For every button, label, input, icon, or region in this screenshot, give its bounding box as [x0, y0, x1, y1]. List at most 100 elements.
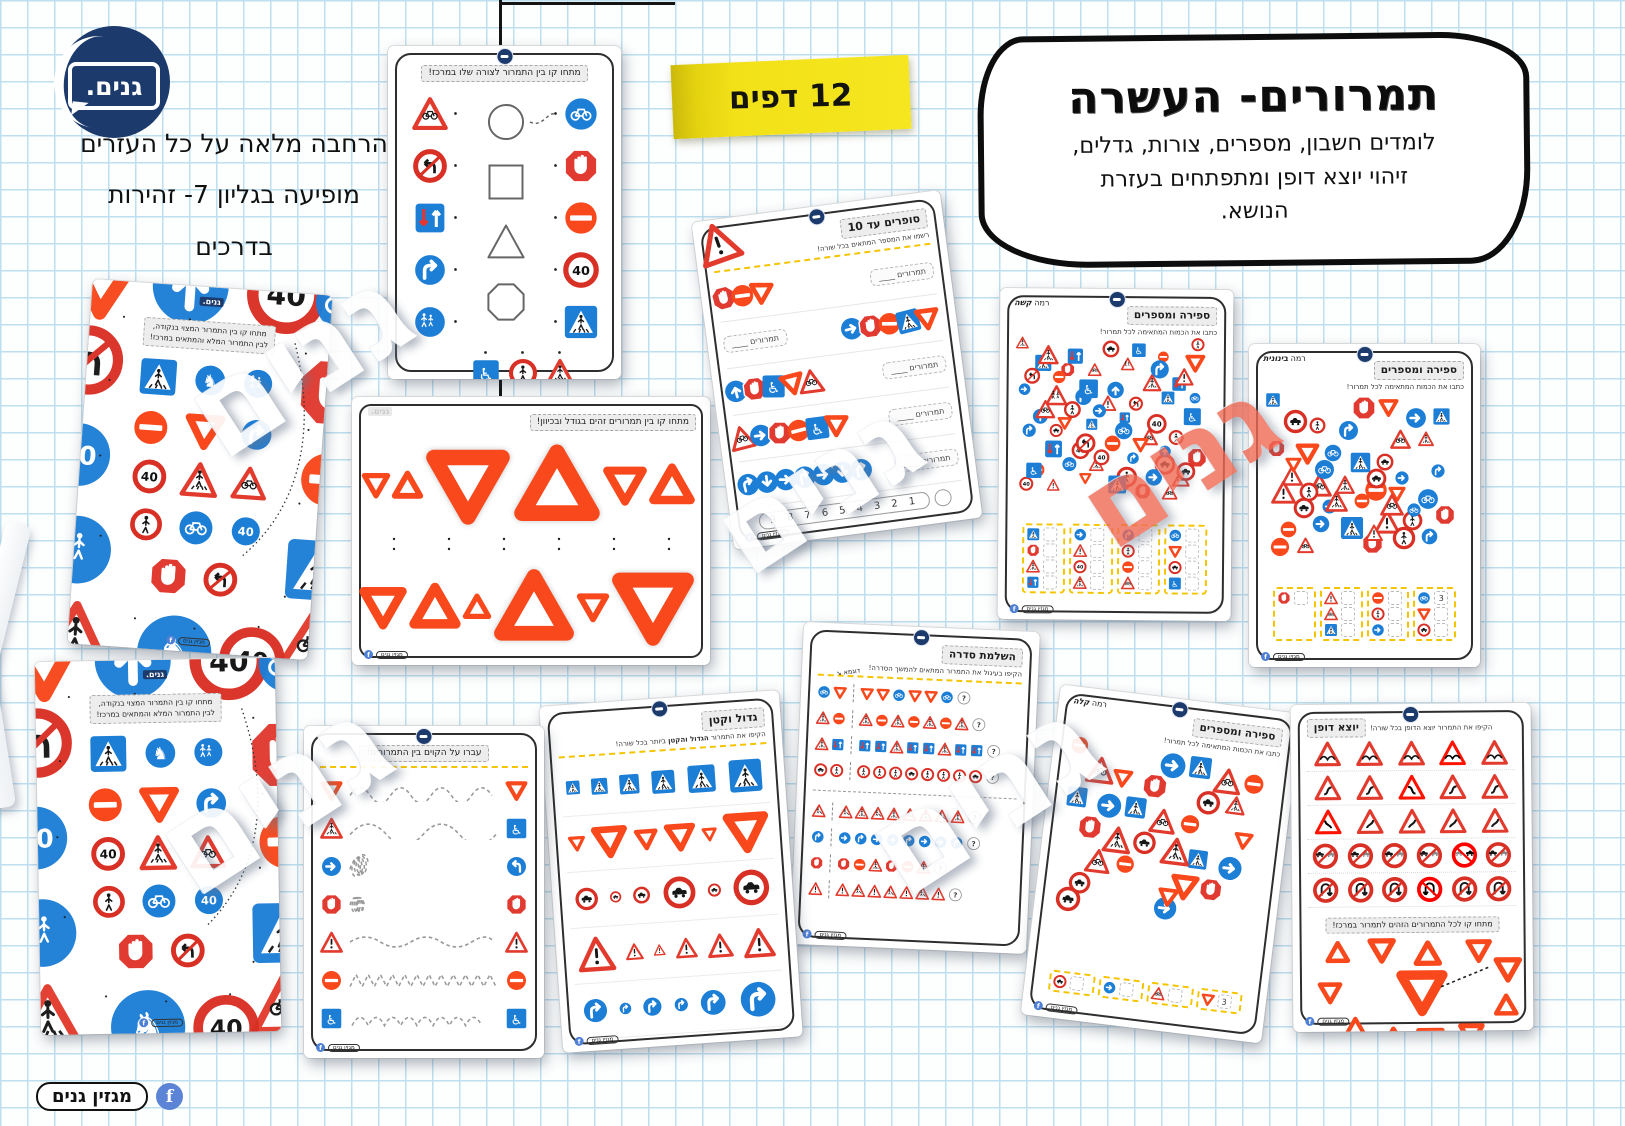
speed40-sign-icon: 40 — [130, 457, 168, 495]
dot-sign-icon — [610, 545, 618, 553]
no-entry-sign-icon — [1113, 853, 1136, 876]
worksheet-big-small: גדול וקטן הקיפו את התמרור הגדול והקטן בי… — [539, 690, 803, 1053]
answer-column: 3 — [1195, 987, 1243, 1015]
two-way-sign-icon — [905, 741, 920, 756]
yield-sign-icon — [1388, 485, 1406, 503]
warn-excl-sign-icon — [1271, 480, 1296, 505]
ped-circle-sign-icon — [128, 506, 164, 542]
arrow-right-sign-icon — [917, 834, 932, 849]
dot-sign-icon — [500, 535, 508, 543]
stop-hand-sign-icon — [146, 553, 191, 598]
warn-bumps-sign-icon — [1314, 741, 1342, 768]
turn-right-sign-icon — [1430, 463, 1446, 479]
no-entry-sign-icon — [876, 310, 902, 336]
turn-right-sign-icon — [810, 830, 825, 845]
bike-blue-sign-icon — [817, 685, 832, 700]
example-divider — [828, 880, 830, 899]
answer-box — [1043, 543, 1058, 558]
dot-sign-icon — [555, 348, 564, 357]
mini-logo: גנים. — [142, 669, 168, 680]
crosswalk-sign-icon — [1122, 794, 1149, 821]
warn-works-sign-icon — [934, 809, 949, 824]
mid-caption: מתחו קו לכל התמרורים הזהים לתמרור במרכז! — [1325, 916, 1500, 934]
no-entry-sign-icon — [1269, 536, 1291, 558]
no-entry-sign-icon — [1241, 771, 1267, 797]
horse-blue-sign-icon: ♞ — [102, 981, 194, 1036]
warn-ped-sign-icon — [1224, 794, 1246, 816]
wheelchair-sign-icon: ♿ — [1078, 378, 1100, 400]
dot-sign-icon — [191, 625, 198, 632]
warn-bike-sign-icon — [1084, 754, 1116, 786]
worksheet-line-tracing: עברו על הקוים בין התמרורים! ♿ ♿ ♿ f מגזין ג… — [304, 726, 544, 1058]
crosswalk-sign-icon — [892, 305, 924, 337]
bike-blue-sign-icon — [308, 279, 333, 339]
stop-hand-sign-icon — [291, 351, 333, 434]
turn-right-sign-icon — [845, 454, 877, 486]
q-sign-icon: ? — [932, 860, 949, 877]
warn-ped-sign-icon — [1026, 559, 1040, 573]
yield-sign-icon — [567, 834, 586, 853]
tri-up-sign-icon — [408, 580, 462, 634]
crosswalk-sign-icon — [1107, 474, 1128, 495]
no-car-sign-icon — [574, 886, 600, 912]
warn-excl-sign-icon — [867, 884, 882, 899]
yield-sign-icon — [1417, 607, 1431, 621]
page-title: ספירה ומספרים — [1126, 306, 1218, 327]
warn-works-sign-icon — [811, 804, 827, 819]
crosswalk-sign-icon — [1324, 623, 1338, 637]
warn-curves-sign-icon — [1481, 773, 1508, 800]
warn-bike-sign-icon — [190, 833, 227, 870]
dot-sign-icon — [65, 693, 72, 700]
warn-excl-sign-icon — [1281, 465, 1303, 487]
yield-sign-icon — [602, 462, 648, 508]
count-answer-label: תמרורים ____ — [869, 261, 935, 287]
svg-text:♿: ♿ — [511, 823, 523, 838]
two-way-sign-icon — [921, 741, 936, 756]
arrow-up-sign-icon — [720, 375, 752, 407]
no-uturn-sign-icon — [1381, 876, 1408, 903]
warn-ped-sign-icon — [320, 817, 343, 840]
dot-sign-icon — [551, 161, 560, 170]
stop-hand-sign-icon — [1197, 875, 1225, 903]
ped-circle-sign-icon — [856, 765, 871, 780]
crosswalk-sign-icon — [87, 732, 130, 775]
no-car-sign-icon — [1417, 623, 1431, 637]
answer-box — [1434, 607, 1449, 621]
answer-box — [1434, 623, 1449, 637]
peds-blue-sign-icon — [412, 304, 448, 340]
warn-bike-sign-icon — [1084, 847, 1113, 876]
warn-ped-sign-icon — [854, 806, 870, 821]
yield-sign-icon — [662, 819, 697, 854]
answer-box — [1387, 591, 1402, 605]
dot-sign-icon — [97, 532, 104, 539]
dot-sign-icon — [451, 265, 460, 274]
turn-right-sign-icon — [580, 996, 610, 1026]
yield-sign-icon — [1285, 456, 1302, 473]
yield-sign-icon — [1378, 397, 1399, 418]
worksheet-counting-numbers-hard: רמה קשה ספירה ומספרים כתבו את הכמות המתא… — [997, 287, 1234, 622]
pin-logo-icon — [415, 728, 433, 745]
warn-bike-sign-icon — [1088, 363, 1102, 377]
crosswalk-sign-icon — [562, 303, 600, 341]
tri-up-sign-icon — [512, 440, 602, 530]
count-answer-label: תמרורים ____ — [881, 355, 948, 381]
tracing-path — [349, 787, 493, 803]
ped-circle-sign-icon — [888, 766, 903, 781]
stop-hand-sign-icon — [767, 420, 793, 446]
dot-sign-icon — [250, 958, 257, 965]
arrow-right-sign-icon — [1093, 789, 1125, 821]
worksheet-match-triangles: גנים. מתחו קו בין תמרורים זהים בגודל ובכ… — [352, 397, 710, 665]
no-car-sign-icon — [1366, 468, 1387, 489]
speed40-sign-icon: 40 — [214, 623, 289, 660]
yield-sign-icon — [632, 826, 659, 853]
worksheet-complete-series: השלמת סדרה הקיפו בעיגול את התמרור המתאים… — [790, 622, 1040, 954]
warn-bike-sign-icon — [1161, 484, 1178, 500]
warn-ped-sign-icon — [545, 358, 575, 379]
no-entry-sign-icon — [783, 414, 815, 446]
page-title: מתחו קו בין תמרורים זהים בגודל ובכיוון! — [529, 414, 696, 432]
q-sign-icon: ? — [965, 835, 982, 852]
dot-sign-icon — [390, 535, 398, 543]
crosswalk-sign-icon — [1160, 390, 1175, 405]
worksheet-cover-match-dots: גנים. 40 40 ♞ 40 מתחו קו בין התמרור המצוי בנק… — [34, 657, 282, 1036]
bike-blue-sign-icon — [1323, 443, 1343, 463]
